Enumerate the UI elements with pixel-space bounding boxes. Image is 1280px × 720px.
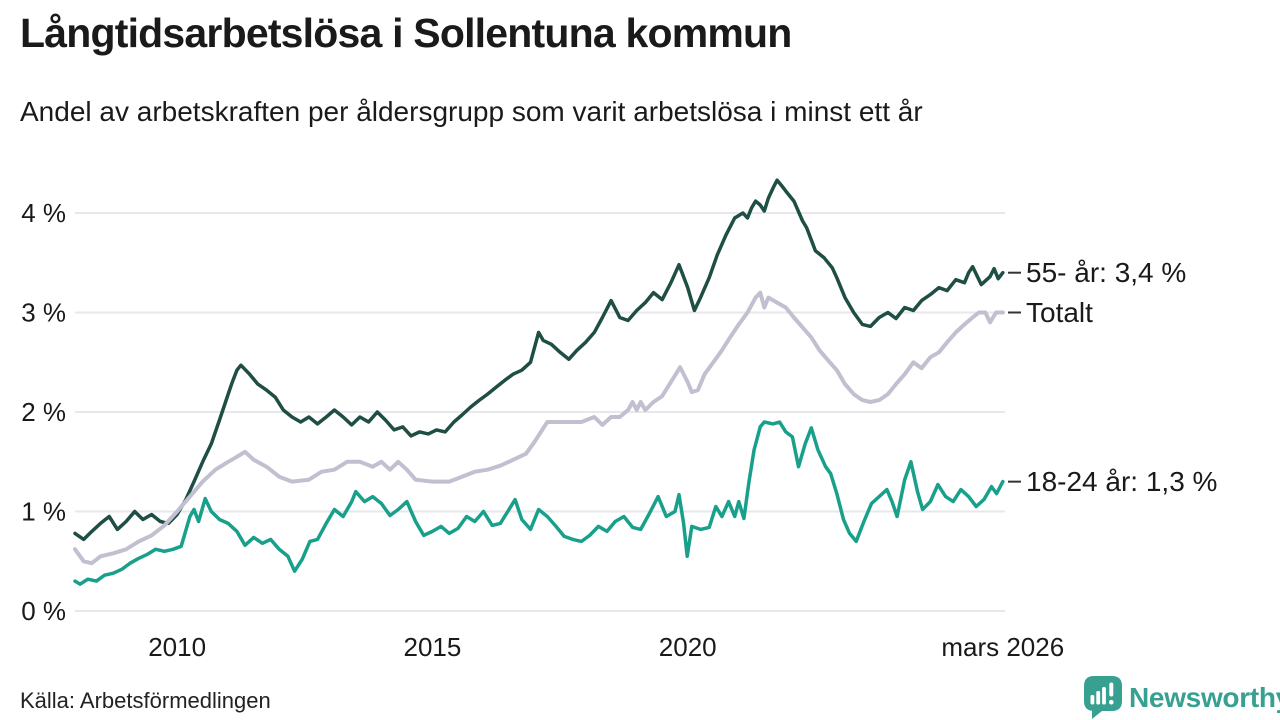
x-axis-tick-label: 2010 bbox=[148, 632, 206, 662]
x-axis-tick-label: 2020 bbox=[659, 632, 717, 662]
brand-name: Newsworthy bbox=[1129, 681, 1280, 713]
y-axis-tick-label: 4 % bbox=[21, 198, 66, 228]
y-axis-tick-label: 0 % bbox=[21, 596, 66, 626]
x-axis-tick-label: 2015 bbox=[403, 632, 461, 662]
newsworthy-icon bbox=[1084, 676, 1122, 719]
y-axis-tick-label: 2 % bbox=[21, 397, 66, 427]
series-line-55plus bbox=[73, 178, 1005, 542]
series-end-label-55plus: 55- år: 3,4 % bbox=[1026, 256, 1187, 288]
y-axis-tick-label: 3 % bbox=[21, 298, 66, 328]
series-end-label-18-24: 18-24 år: 1,3 % bbox=[1026, 465, 1218, 497]
series-line-18-24 bbox=[73, 420, 1005, 586]
series-line-totalt bbox=[73, 290, 1005, 566]
y-axis-tick-label: 1 % bbox=[21, 497, 66, 527]
x-axis-tick-label: mars 2026 bbox=[941, 632, 1064, 662]
source-note: Källa: Arbetsförmedlingen bbox=[20, 688, 271, 713]
chart-title: Långtidsarbetslösa i Sollentuna kommun bbox=[20, 10, 792, 56]
newsworthy-logo: Newsworthy bbox=[1084, 676, 1280, 719]
chart-subtitle: Andel av arbetskraften per åldersgrupp s… bbox=[20, 96, 923, 127]
series-end-label-totalt: Totalt bbox=[1026, 296, 1093, 328]
